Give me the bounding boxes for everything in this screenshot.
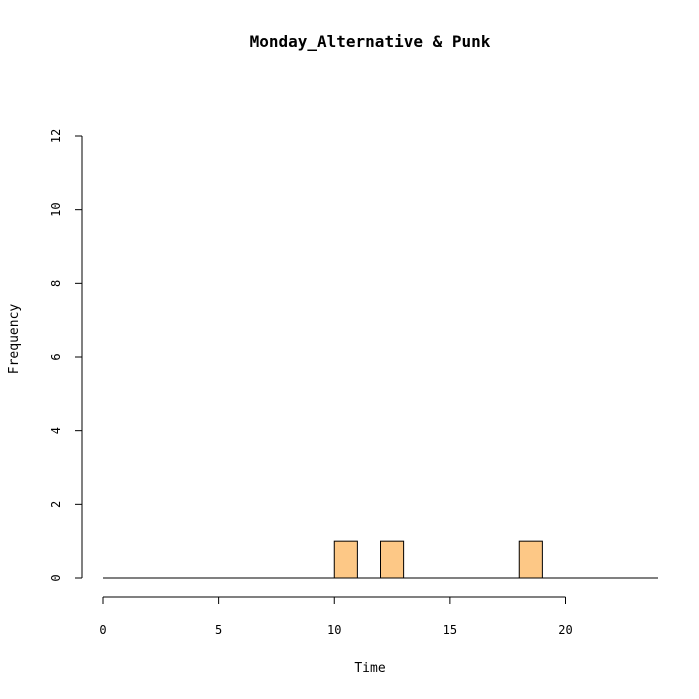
y-tick-label: 6 xyxy=(49,353,63,360)
y-tick-label: 10 xyxy=(49,202,63,216)
x-axis: 0 5 10 15 20 xyxy=(99,596,573,637)
x-tick-label: 10 xyxy=(327,623,341,637)
x-tick-label: 5 xyxy=(215,623,222,637)
histogram-bar xyxy=(333,540,358,579)
x-axis-label: Time xyxy=(354,661,385,676)
y-tick-label: 8 xyxy=(49,280,63,287)
y-tick-label: 0 xyxy=(49,574,63,581)
histogram-bar xyxy=(518,540,543,579)
y-tick-label: 4 xyxy=(49,427,63,434)
x-tick-label: 20 xyxy=(558,623,572,637)
histogram-bar xyxy=(380,540,405,579)
y-axis: 0 2 4 6 8 10 12 xyxy=(49,129,83,582)
y-axis-label: Frequency xyxy=(7,304,22,375)
bars-group xyxy=(103,540,658,579)
chart-title: Monday_Alternative & Punk xyxy=(250,32,491,51)
y-tick-label: 12 xyxy=(49,129,63,143)
x-tick-label: 15 xyxy=(443,623,457,637)
x-tick-label: 0 xyxy=(99,623,106,637)
y-tick-label: 2 xyxy=(49,501,63,508)
